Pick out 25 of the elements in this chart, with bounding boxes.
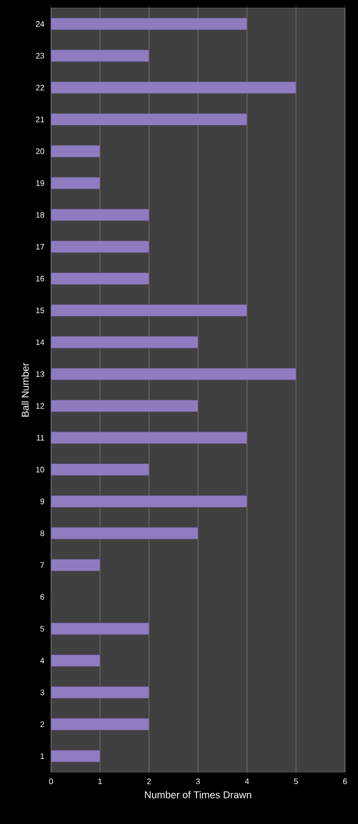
bar (51, 654, 100, 667)
bar (51, 400, 198, 412)
bar (51, 50, 150, 62)
bar (51, 272, 150, 285)
bar (51, 208, 150, 222)
bar (51, 559, 100, 572)
bar (51, 113, 248, 126)
bar (51, 464, 150, 476)
bar (51, 622, 150, 635)
bar (51, 686, 150, 699)
bar (51, 336, 198, 348)
bar (51, 240, 150, 253)
bar (51, 145, 100, 158)
x-axis-title: Number of Times Drawn (145, 791, 252, 798)
bar (51, 304, 248, 317)
bar (51, 81, 296, 94)
bar (51, 432, 248, 444)
y-axis-title: Ball Number (21, 362, 29, 417)
bar (51, 718, 150, 730)
bar (51, 18, 248, 30)
bar (51, 750, 100, 762)
bar (51, 176, 100, 190)
bar (51, 495, 248, 508)
bar (51, 527, 198, 540)
bar (51, 368, 296, 380)
